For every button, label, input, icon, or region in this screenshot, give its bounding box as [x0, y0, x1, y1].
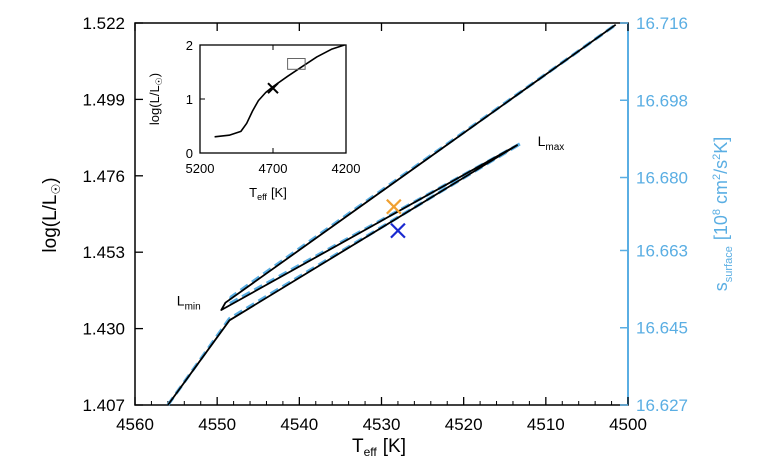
x-axis-label-sub: eff [364, 445, 378, 459]
y2-tick-label: 16.716 [636, 14, 688, 33]
inset-x-label-unit: [K] [271, 185, 287, 200]
y-tick-label: 1.453 [82, 243, 125, 262]
x-axis-label: Teff [K] [352, 436, 406, 459]
x-tick-label: 4540 [280, 415, 318, 434]
inset-x-label-main: T [249, 185, 257, 200]
y2-axis-label-exp2: 2 [711, 174, 723, 180]
y2-tick-label: 16.663 [636, 241, 688, 260]
inset-zoom-box [287, 58, 306, 70]
blue-cross-marker [390, 222, 406, 239]
inset-x-tick-label: 5200 [186, 161, 215, 176]
y-axis-label-sym: ☉ [49, 184, 63, 195]
y-axis-label-main: log(L/L [40, 194, 61, 252]
annotation-main: L [177, 293, 185, 309]
inset-x-label-sub: eff [257, 192, 267, 202]
y2-axis-label-end: K] [711, 137, 731, 154]
y2-axis-label-exp3: 2 [711, 154, 723, 160]
y2-axis-label-mid2: /s [711, 160, 731, 174]
x-tick-label: 4530 [363, 415, 401, 434]
y2-axis-label-exp1: 8 [711, 209, 723, 215]
annotation-sub: max [545, 142, 564, 153]
y2-tick-label: 16.680 [636, 169, 688, 188]
marker-stroke [390, 222, 406, 239]
x-axis-label-main: T [352, 436, 364, 457]
y2-axis-label-unit: [10 [711, 215, 731, 240]
orange-cross-marker [386, 198, 402, 215]
x-tick-label: 4550 [198, 415, 236, 434]
inset-y-label: log(L/L☉) [147, 73, 164, 125]
y2-tick-label: 16.645 [636, 319, 688, 338]
inset-cross-marker [267, 82, 279, 94]
annotation-max: Lmax [538, 133, 565, 153]
y-tick-label: 1.407 [82, 396, 125, 415]
y-tick-label: 1.430 [82, 320, 125, 339]
y2-axis-label: ssurface[108 cm2/s2K] [711, 137, 735, 292]
inset-y-tick-label: 0 [186, 146, 193, 161]
y-axis-label: log(L/L☉) [40, 177, 63, 252]
inset-y-label-end: ) [147, 73, 162, 77]
marker-stroke [386, 198, 402, 215]
annotation-sub: min [185, 302, 201, 313]
y2-axis-label-sub: surface [723, 246, 735, 282]
inset-x-tick-label: 4200 [332, 161, 361, 176]
y2-axis-label-main: s [711, 282, 731, 291]
series-layer [166, 23, 617, 406]
marker-layer [386, 198, 406, 239]
inset-y-label-main: log(L/L [147, 85, 162, 125]
ticks-layer: 4560 4550 4540 4530 4520 4510 4500 1.522 1.499 1.… [82, 14, 688, 434]
y2-tick-label: 16.627 [636, 396, 688, 415]
annotation-min: Lmin [177, 293, 201, 313]
inset-chart: 5200 4700 4200 0 1 2 Teff [K] log(L/L☉) [147, 38, 360, 202]
inset-x-tick-label: 4700 [259, 161, 288, 176]
y-tick-label: 1.522 [82, 14, 125, 33]
inset-y-tick-label: 2 [186, 38, 193, 53]
y-tick-label: 1.499 [82, 90, 125, 109]
x-axis-label-unit: [K] [383, 436, 406, 457]
annotation-main: L [538, 133, 546, 149]
inset-y-tick-label: 1 [186, 92, 193, 107]
inset-y-label-sym: ☉ [154, 77, 164, 85]
y2-axis-label-mid: cm [711, 180, 731, 209]
series-solid-line [167, 23, 617, 406]
inset-track-line [214, 44, 345, 138]
inset-layer: 5200 4700 4200 0 1 2 [186, 38, 361, 176]
y-axis-label-end: ) [40, 177, 61, 183]
y2-tick-label: 16.698 [636, 91, 688, 110]
inset-x-label: Teff [K] [249, 185, 287, 202]
x-tick-label: 4510 [527, 415, 565, 434]
x-tick-label: 4560 [116, 415, 154, 434]
y-tick-label: 1.476 [82, 167, 125, 186]
x-tick-label: 4500 [609, 415, 647, 434]
x-tick-label: 4520 [445, 415, 483, 434]
